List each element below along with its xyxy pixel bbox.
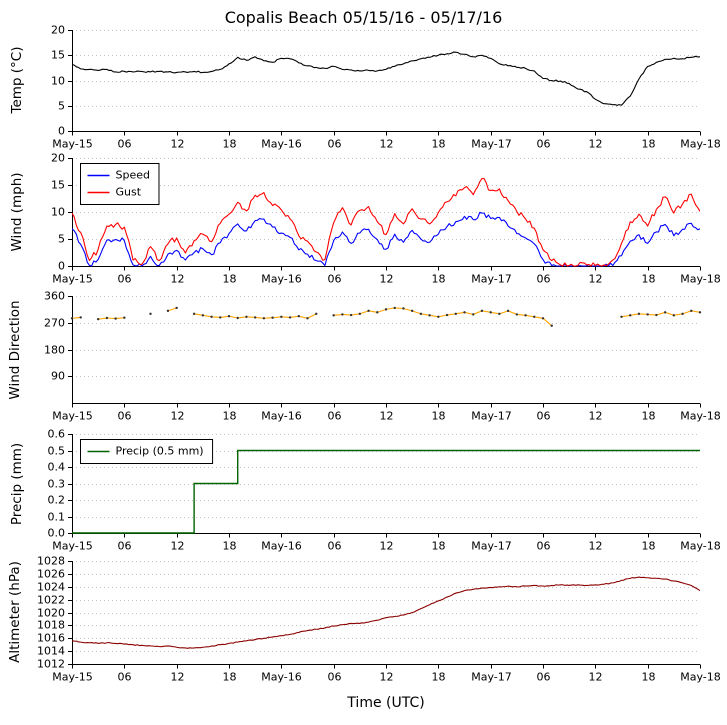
x-axis-label: Time (UTC) xyxy=(347,695,425,711)
y-axis-label-wind: Wind (mph) xyxy=(9,172,25,252)
y-axis-label-altimeter: Altimeter (hPa) xyxy=(7,561,23,663)
y-axis-label-temp: Temp (°C) xyxy=(9,46,25,114)
y-axis-label-precip: Precip (mm) xyxy=(9,442,25,526)
y-axis-label-wind-dir: Wind Direction xyxy=(7,300,23,400)
chart-title: Copalis Beach 05/15/16 - 05/17/16 xyxy=(224,8,503,27)
